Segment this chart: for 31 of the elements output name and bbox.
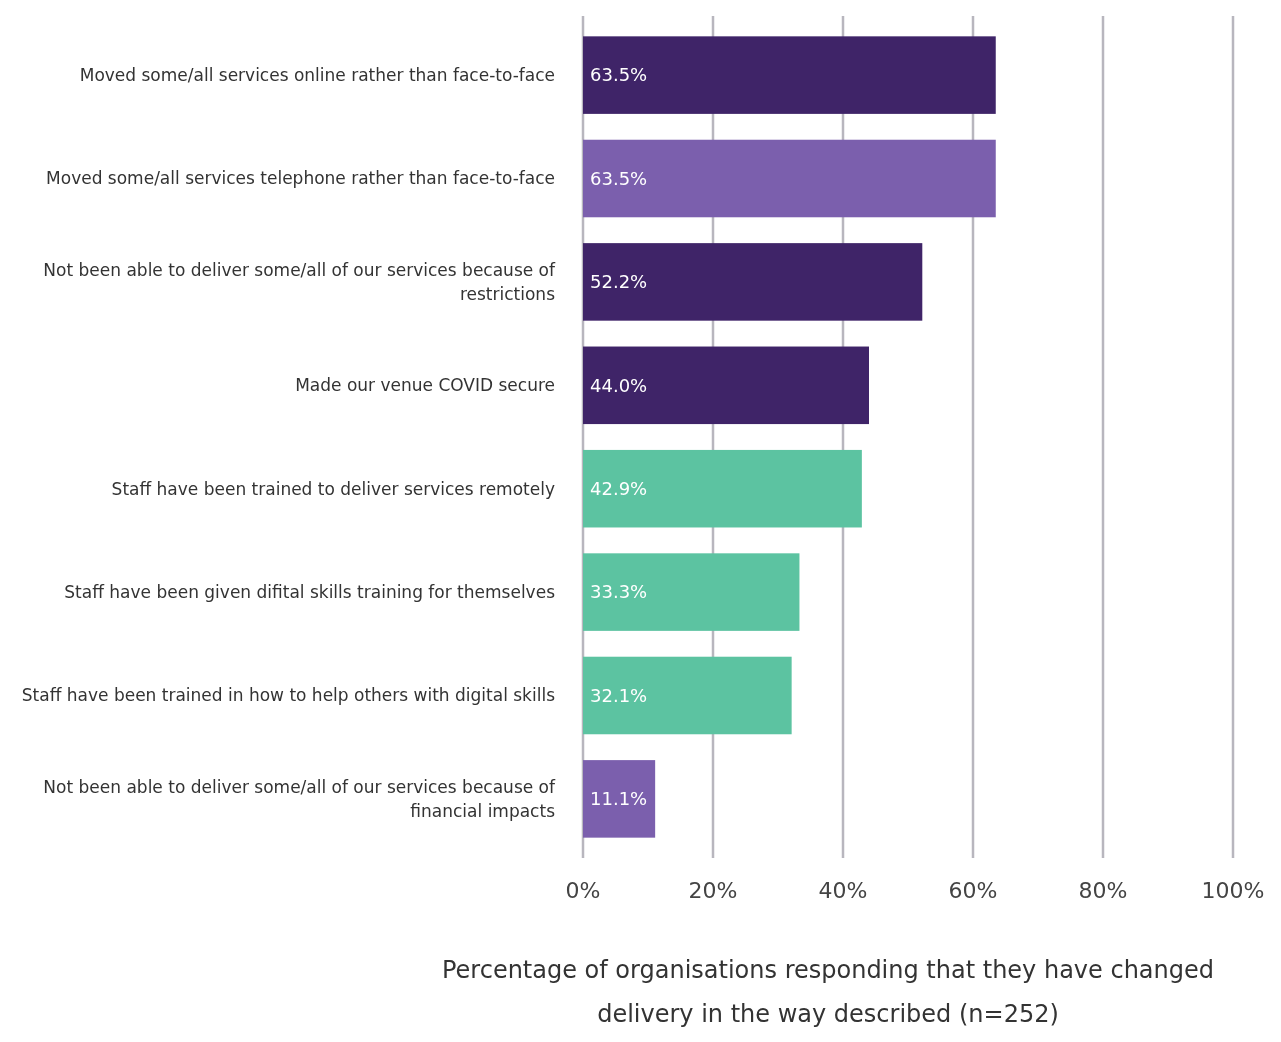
bar [583,553,800,631]
data-label: 52.2% [590,271,648,293]
bar [583,449,862,528]
x-tick-label: 0% [565,878,601,903]
y-tick-label: Staff have been given difital skills training for themselves [64,582,556,603]
data-label: 32.1% [590,684,648,706]
y-tick-label: Moved some/all services online rather than face-to-face [79,65,555,86]
y-tick-label: Not been able to deliver some/all of our services because of financial impacts [43,776,556,821]
bar [583,760,656,838]
y-tick-label: Staff have been trained to deliver services remotely [111,478,555,499]
y-tick-label: Not been able to deliver some/all of our services because of restrictions [43,259,556,304]
x-tick-label: 80% [1078,878,1128,903]
bar [583,656,792,735]
x-tick-label: 20% [688,878,738,903]
y-tick-label: Made our venue COVID secure [295,375,555,396]
x-tick-label: 60% [948,878,998,903]
x-axis-title: Percentage of organisations responding that they have changed delivery in the way described (n=252) [441,956,1215,1028]
bar [583,139,996,218]
bar [583,243,923,321]
bar [583,36,996,114]
bar [583,346,869,425]
data-label: 44.0% [590,374,648,396]
data-label: 63.5% [590,64,648,86]
x-tick-label: 100% [1201,878,1265,903]
data-label: 42.9% [590,478,648,499]
data-label: 11.1% [590,788,648,810]
x-tick-label: 40% [818,878,868,903]
data-label: 63.5% [590,167,648,189]
y-tick-label: Moved some/all services telephone rather than face-to-face [46,168,555,189]
y-tick-label: Staff have been trained in how to help others with digital skills [21,685,556,706]
data-label: 33.3% [590,581,648,603]
